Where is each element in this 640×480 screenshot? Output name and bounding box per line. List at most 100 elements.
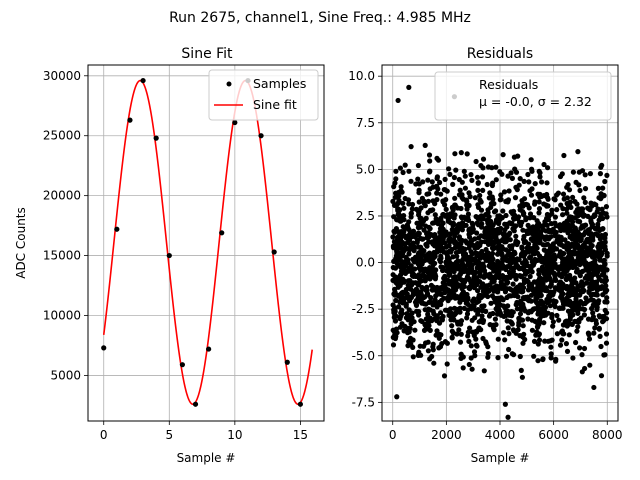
sine-fit-line (102, 79, 313, 406)
sine-fit-legend-box (208, 69, 319, 121)
residual-point (452, 245, 458, 251)
residual-point (484, 181, 490, 188)
residual-point (579, 352, 585, 358)
residual-point (532, 199, 538, 205)
residual-point (462, 185, 468, 191)
residual-point (579, 168, 586, 174)
residual-point (479, 313, 485, 319)
residual-outlier-point (502, 401, 508, 407)
residual-point (427, 307, 433, 313)
residual-point (527, 211, 534, 217)
residual-point (438, 291, 444, 297)
residual-point (596, 195, 602, 201)
residual-point (497, 283, 503, 289)
residual-point (503, 266, 509, 273)
residual-point (521, 305, 527, 311)
residual-point (502, 227, 508, 233)
residual-point (596, 217, 602, 223)
residual-point (552, 303, 558, 310)
residual-point (447, 271, 453, 277)
residual-point (570, 286, 576, 292)
residual-point (392, 312, 398, 319)
residual-point (506, 346, 512, 353)
residual-point (408, 242, 414, 248)
residual-point (523, 294, 529, 300)
sample-point (114, 226, 120, 232)
residual-point (422, 142, 428, 148)
residual-point (512, 195, 519, 201)
residual-point (497, 169, 503, 175)
sine-fit-ylabel: ADC Counts (14, 207, 28, 279)
residual-point (401, 298, 407, 305)
sine-fit-x-tick-label: 15 (293, 428, 308, 442)
residual-point (490, 310, 496, 317)
residual-point (557, 238, 564, 244)
residuals-legend: Residuals μ = -0.0, σ = 2.32 (434, 71, 612, 121)
residuals-legend-box (434, 71, 612, 121)
residual-point (415, 224, 421, 231)
residual-point (552, 233, 558, 239)
residual-point (583, 222, 589, 228)
residual-point (594, 265, 600, 272)
residual-point (513, 223, 519, 229)
residual-point (412, 259, 418, 265)
residual-point (562, 262, 568, 268)
residual-point (441, 295, 447, 301)
residual-point (451, 174, 457, 181)
residual-point (425, 230, 431, 236)
sample-point (284, 359, 290, 365)
residual-point (407, 278, 413, 284)
residual-point (490, 222, 496, 228)
residual-point (456, 265, 462, 271)
residual-point (434, 328, 440, 334)
residual-point (499, 238, 505, 244)
residual-point (440, 227, 446, 233)
figure-suptitle: Run 2675, channel1, Sine Freq.: 4.985 MH… (169, 10, 471, 26)
residual-point (461, 214, 467, 220)
residual-point (557, 222, 563, 228)
residual-point (480, 335, 486, 342)
sine-fit-panel: Sine Fit 0 5 10 15 5000 10000 15000 20000 25000 3… (14, 46, 325, 465)
residual-point (511, 249, 517, 255)
residual-point (441, 373, 448, 379)
residual-point (578, 252, 584, 258)
residual-point (602, 235, 608, 241)
residual-point (472, 245, 478, 251)
residual-point (479, 303, 485, 309)
residual-point (398, 229, 405, 235)
residual-point (590, 253, 597, 259)
residual-point (527, 215, 533, 221)
residual-point (441, 286, 447, 292)
residual-point (409, 206, 415, 212)
residual-point (503, 247, 509, 253)
residual-point (554, 265, 561, 271)
residuals-y-tick-label: 10.0 (348, 69, 375, 83)
residual-point (480, 187, 486, 193)
residual-point (490, 277, 496, 284)
residual-point (515, 327, 521, 333)
residual-point (398, 245, 404, 251)
residual-point (541, 161, 547, 168)
residual-point (474, 230, 480, 236)
sine-fit-y-tick-label: 5000 (50, 368, 81, 382)
residual-point (564, 206, 570, 212)
residual-point (507, 270, 513, 276)
residual-point (408, 210, 414, 216)
residual-point (601, 257, 608, 263)
residual-point (393, 297, 399, 304)
residual-point (433, 216, 439, 222)
residual-point (531, 260, 537, 267)
residual-point (394, 330, 400, 336)
residual-point (532, 181, 538, 187)
residual-point (411, 319, 417, 325)
residual-point (423, 301, 429, 307)
residual-point (419, 318, 425, 325)
residual-point (455, 259, 461, 265)
residual-point (406, 232, 412, 238)
residual-point (412, 266, 418, 272)
residual-point (514, 256, 520, 262)
residual-point (396, 304, 402, 310)
residual-point (396, 193, 402, 199)
residual-point (460, 354, 466, 360)
residual-point (559, 337, 565, 343)
